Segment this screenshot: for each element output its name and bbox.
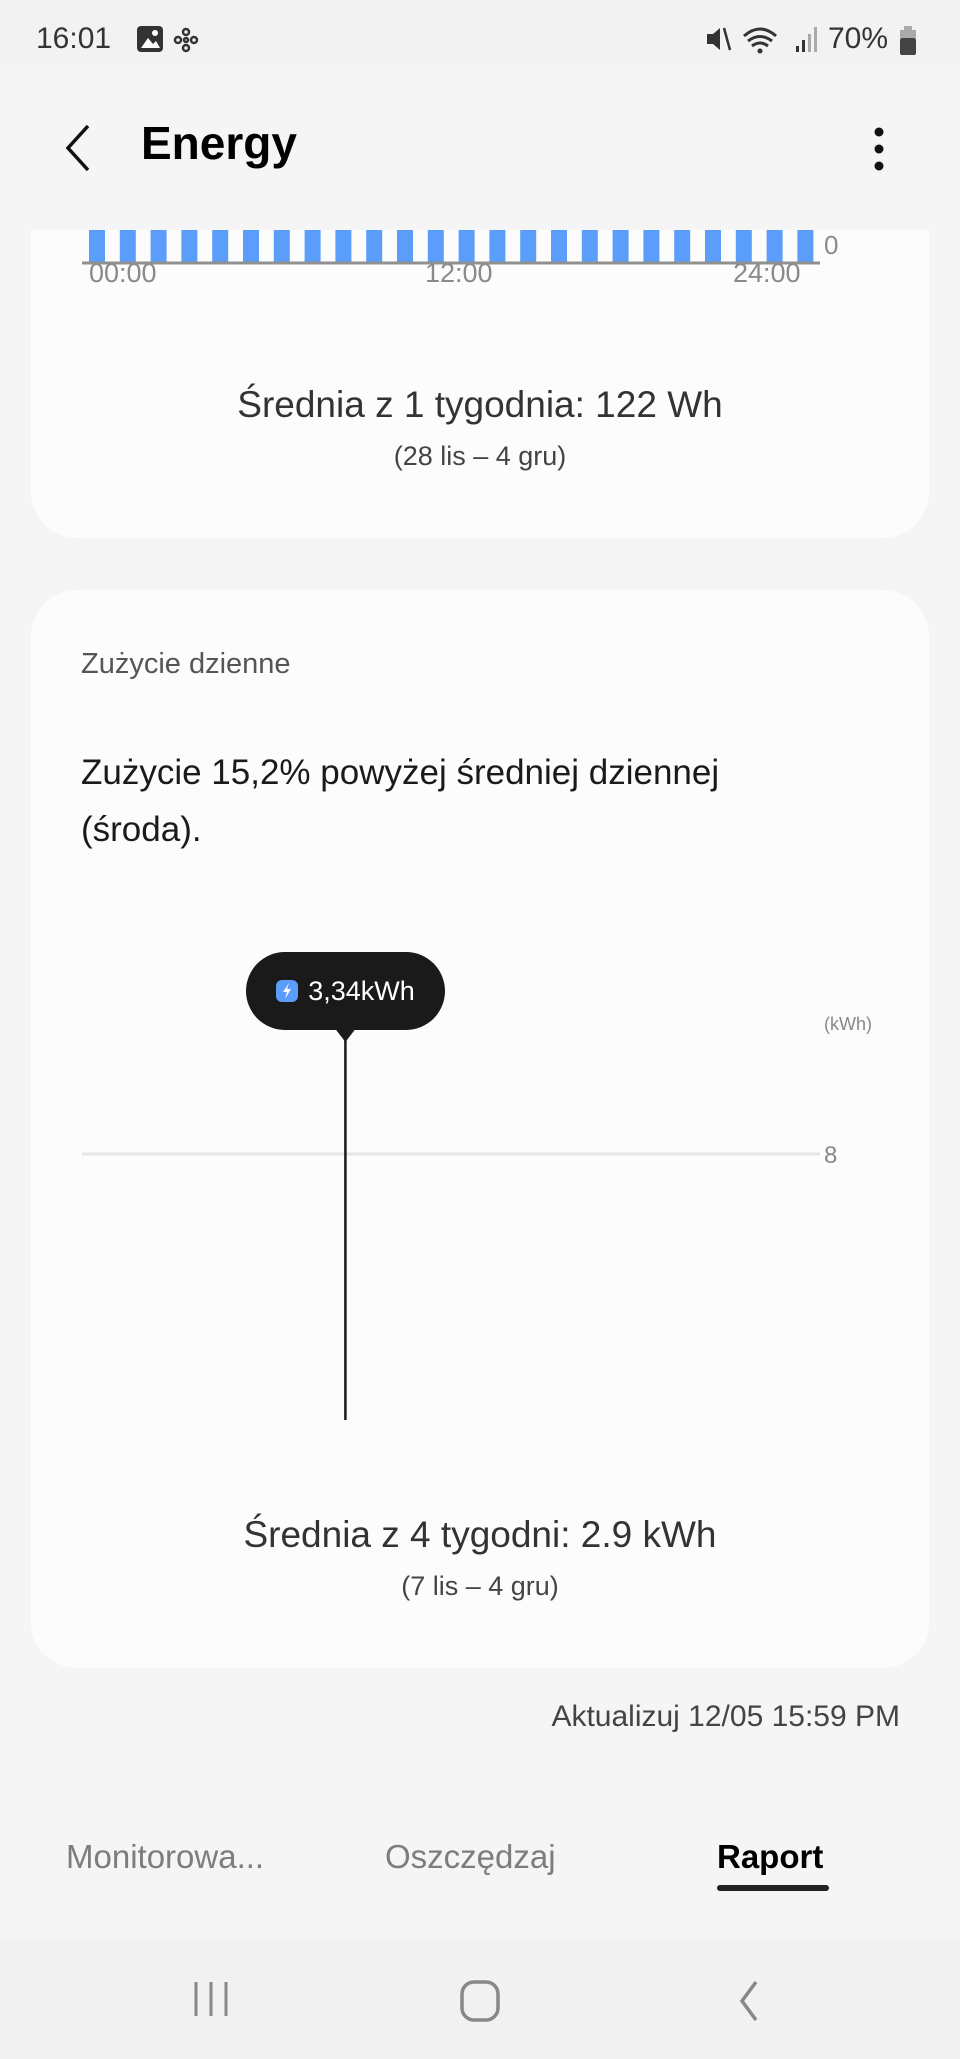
system-back-button[interactable] bbox=[734, 1979, 764, 2023]
daily-usage-card bbox=[31, 590, 929, 1668]
gallery-icon bbox=[137, 26, 199, 53]
y-axis-unit: (kWh) bbox=[824, 1014, 872, 1034]
tab-report[interactable]: Raport bbox=[717, 1838, 824, 1875]
app-header bbox=[0, 64, 960, 230]
battery-percent: 70% bbox=[828, 22, 889, 55]
value-tooltip: 3,34kWh bbox=[246, 952, 445, 1030]
status-bar: 16:01 70% bbox=[0, 0, 960, 64]
more-options-button[interactable] bbox=[869, 124, 889, 174]
active-tab-indicator bbox=[717, 1885, 829, 1891]
headline-line-2: (środa). bbox=[81, 810, 202, 849]
system-nav-bar bbox=[0, 1937, 960, 2059]
headline-line-1: Zużycie 15,2% powyżej średniej dziennej bbox=[81, 753, 720, 792]
weekly-average: Średnia z 1 tygodnia: 122 Wh bbox=[237, 384, 723, 425]
tooltip-tail bbox=[335, 1029, 356, 1042]
weekly-range: (28 lis – 4 gru) bbox=[393, 441, 567, 471]
lightning-icon bbox=[276, 980, 299, 1002]
last-updated: Aktualizuj 12/05 15:59 PM bbox=[551, 1700, 900, 1733]
y-tick-label: 8 bbox=[824, 1142, 837, 1169]
tooltip-value: 3,34kWh bbox=[308, 975, 415, 1006]
monthly-range: (7 lis – 4 gru) bbox=[401, 1571, 559, 1601]
card-title: Zużycie dzienne bbox=[81, 648, 291, 680]
daily-chart: 82.90PnWtŚrCzPtSoNd bbox=[82, 1029, 837, 1420]
monthly-average: Średnia z 4 tygodni: 2.9 kWh bbox=[243, 1514, 717, 1555]
wifi-icon bbox=[707, 27, 817, 54]
tab-monitor[interactable]: Monitorowa... bbox=[66, 1838, 265, 1875]
home-button[interactable] bbox=[458, 1979, 502, 2023]
hourly-y-tick: 0 bbox=[824, 230, 839, 260]
status-time: 16:01 bbox=[36, 22, 112, 55]
page-title: Energy bbox=[141, 117, 297, 169]
recent-apps-button[interactable] bbox=[190, 1979, 234, 2019]
back-button[interactable] bbox=[60, 122, 94, 174]
battery-icon bbox=[900, 26, 916, 55]
usage-headline: Zużycie 15,2% powyżej średniej dziennej … bbox=[81, 744, 719, 858]
tab-save[interactable]: Oszczędzaj bbox=[385, 1838, 556, 1875]
